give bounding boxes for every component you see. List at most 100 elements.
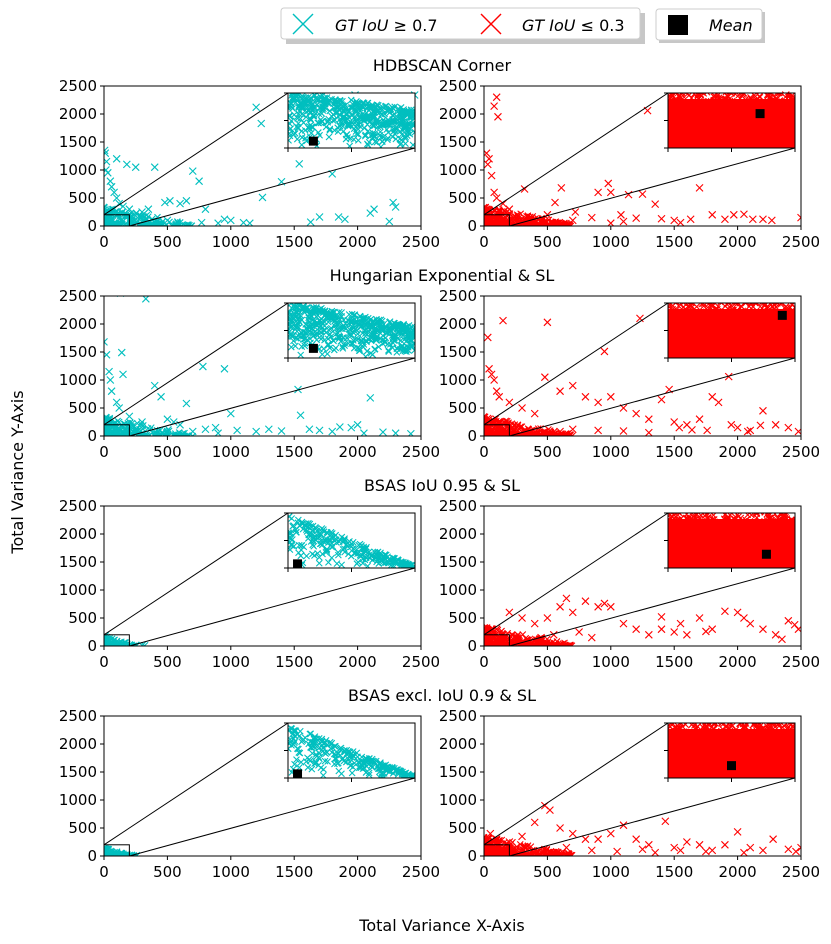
- inset-point: [339, 122, 347, 130]
- cloud-point: [169, 431, 177, 436]
- data-point: [257, 119, 266, 128]
- inset-point: [672, 518, 680, 526]
- inset-point: [380, 552, 388, 560]
- inset-point: [340, 545, 348, 552]
- cloud-point: [544, 431, 552, 436]
- data-point: [632, 214, 641, 223]
- data-point: [264, 425, 273, 434]
- cloud-point: [544, 641, 552, 646]
- inset-point: [318, 735, 326, 743]
- inset-point: [731, 515, 739, 523]
- cloud-point: [115, 220, 123, 226]
- inset-point: [686, 308, 694, 315]
- inset-point: [392, 135, 400, 143]
- cloud-point: [499, 221, 507, 226]
- inset-point: [348, 325, 356, 333]
- y-tick-label: 0: [87, 217, 97, 235]
- y-tick-label: 1500: [439, 133, 477, 151]
- inset-point: [363, 543, 370, 551]
- cloud-point: [501, 207, 509, 215]
- data-point: [556, 602, 564, 611]
- inset-point: [312, 525, 320, 532]
- inset-point: [384, 134, 392, 142]
- data-point: [695, 184, 704, 192]
- inset-point: [717, 303, 724, 306]
- inset-point: [352, 117, 360, 125]
- inset-point: [755, 102, 763, 110]
- inset-point: [720, 309, 728, 316]
- inset-point: [693, 93, 701, 101]
- data-point: [220, 364, 229, 373]
- y-tick-label: 1500: [439, 343, 477, 361]
- data-point: [138, 418, 146, 426]
- data-point: [797, 213, 801, 222]
- data-point: [695, 415, 704, 424]
- data-point: [379, 428, 387, 436]
- inset-point: [743, 310, 751, 318]
- inset-point: [318, 110, 326, 117]
- axes-frame: [103, 85, 422, 227]
- inset-point: [712, 98, 720, 105]
- inset-point: [290, 739, 298, 747]
- inset-point: [334, 551, 342, 559]
- inset-point: [294, 519, 302, 527]
- x-tick-label: 500: [533, 443, 562, 461]
- inset-point: [706, 516, 714, 524]
- cloud-point: [522, 642, 530, 646]
- row-title-2: Hungarian Exponential & SL: [330, 266, 555, 285]
- inset-point: [320, 105, 327, 113]
- data-point: [771, 420, 780, 429]
- inset-point: [294, 335, 302, 342]
- x-tick-label: 2500: [782, 653, 820, 671]
- x-tick-label: 1000: [212, 233, 250, 251]
- data-point: [676, 619, 685, 628]
- inset-point: [361, 132, 369, 140]
- data-point: [670, 216, 679, 225]
- cloud-point: [555, 221, 563, 226]
- inset-point: [317, 119, 325, 127]
- data-point: [492, 387, 501, 396]
- data-point: [494, 112, 502, 121]
- inset-point: [376, 773, 383, 778]
- inset-point: [301, 342, 309, 350]
- inset-point: [395, 767, 403, 775]
- cloud-point: [104, 220, 111, 226]
- data-point: [492, 194, 501, 202]
- inset-point: [389, 769, 397, 777]
- inset-point: [395, 328, 403, 335]
- cloud-point: [112, 212, 120, 220]
- cloud-point: [524, 842, 532, 849]
- inset-point: [668, 303, 673, 311]
- data-point: [708, 625, 717, 634]
- inset-point: [320, 528, 328, 536]
- inset-point: [311, 733, 319, 741]
- inset-point: [371, 130, 379, 137]
- data-point: [252, 427, 261, 436]
- inset-point: [337, 118, 345, 125]
- inset-point: [394, 345, 401, 353]
- cloud-point: [518, 423, 526, 431]
- y-tick-label: 1500: [59, 553, 97, 571]
- inset-point: [761, 522, 768, 530]
- inset-point: [288, 120, 294, 128]
- inset-point: [373, 335, 381, 342]
- data-point: [703, 426, 712, 435]
- cloud-point: [110, 428, 117, 436]
- data-point: [784, 616, 793, 625]
- cloud-point: [488, 627, 496, 635]
- inset-point: [378, 773, 386, 778]
- inset-point: [362, 131, 369, 139]
- inset-point: [381, 762, 389, 770]
- inset-point: [353, 318, 361, 326]
- inset-point: [308, 765, 316, 773]
- data-point: [157, 392, 165, 401]
- inset-point: [289, 727, 297, 735]
- data-point: [568, 216, 577, 225]
- inset-points: [668, 93, 795, 148]
- inset-point: [366, 755, 373, 762]
- inset-point: [339, 114, 347, 122]
- cloud-point: [143, 221, 151, 226]
- data-point: [492, 625, 501, 634]
